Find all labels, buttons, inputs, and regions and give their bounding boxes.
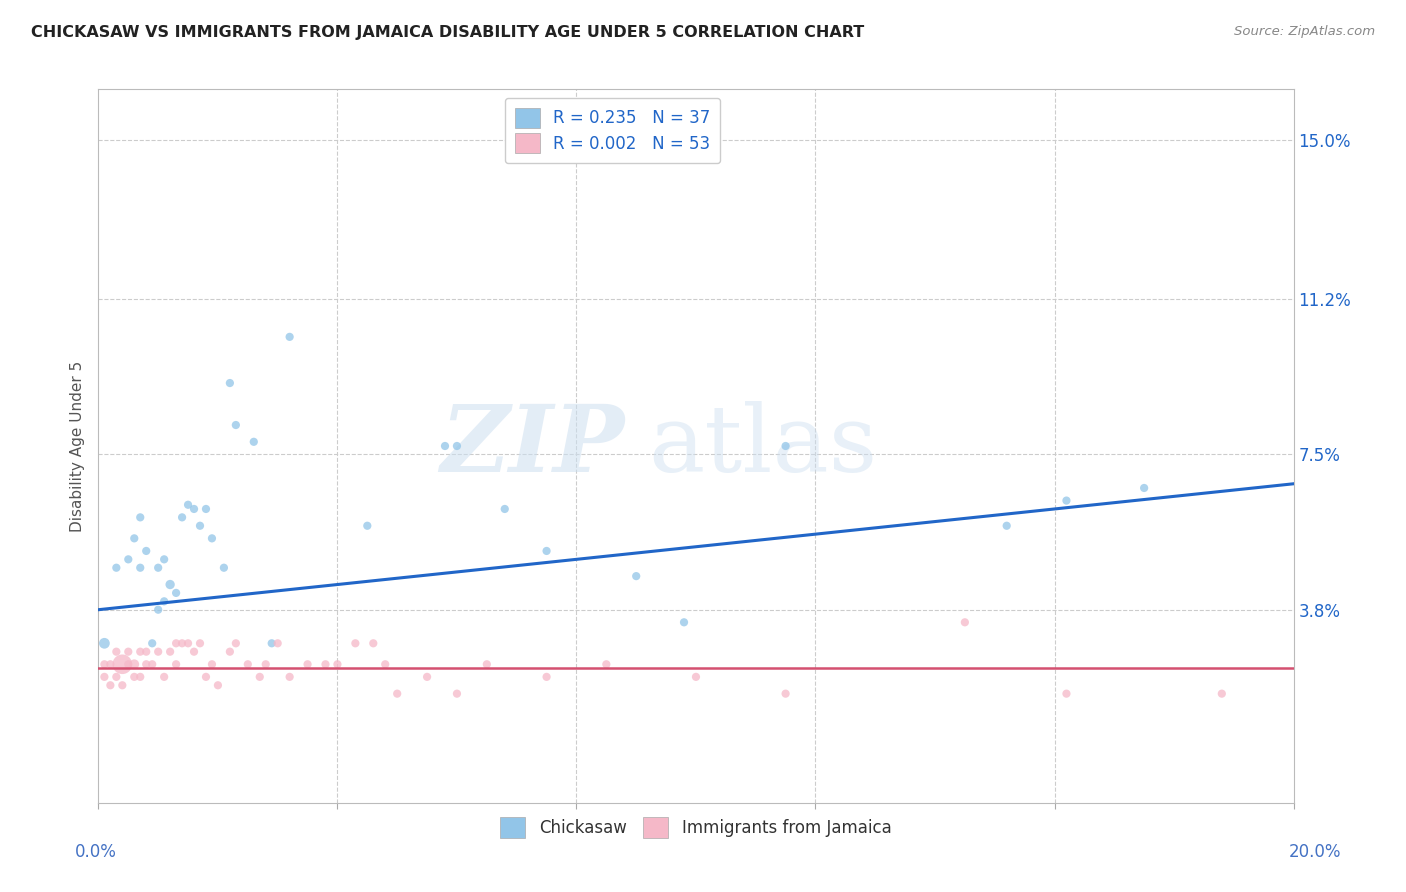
Text: 0.0%: 0.0%	[75, 843, 117, 861]
Text: CHICKASAW VS IMMIGRANTS FROM JAMAICA DISABILITY AGE UNDER 5 CORRELATION CHART: CHICKASAW VS IMMIGRANTS FROM JAMAICA DIS…	[31, 25, 865, 40]
Point	[124, 670, 146, 684]
Text: ZIP: ZIP	[440, 401, 624, 491]
Point	[135, 544, 157, 558]
Point	[446, 687, 468, 701]
Point	[177, 498, 200, 512]
Point	[159, 645, 181, 659]
Point	[135, 657, 157, 672]
Point	[188, 636, 211, 650]
Point	[111, 678, 134, 692]
Point	[153, 594, 176, 608]
Point	[201, 657, 224, 672]
Point	[98, 678, 122, 692]
Point	[165, 636, 187, 650]
Point	[434, 439, 457, 453]
Point	[129, 645, 152, 659]
Point	[207, 678, 229, 692]
Point	[111, 657, 134, 672]
Point	[93, 657, 115, 672]
Point	[267, 636, 290, 650]
Point	[129, 670, 152, 684]
Point	[225, 417, 247, 432]
Point	[297, 657, 319, 672]
Point	[1056, 687, 1078, 701]
Point	[260, 636, 283, 650]
Point	[243, 434, 266, 449]
Point	[1056, 493, 1078, 508]
Point	[165, 586, 187, 600]
Point	[236, 657, 259, 672]
Point	[278, 670, 301, 684]
Point	[124, 532, 146, 546]
Point	[685, 670, 707, 684]
Point	[219, 645, 242, 659]
Y-axis label: Disability Age Under 5: Disability Age Under 5	[69, 360, 84, 532]
Point	[1211, 687, 1233, 701]
Point	[117, 645, 139, 659]
Point	[93, 636, 115, 650]
Point	[148, 645, 170, 659]
Point	[188, 518, 211, 533]
Point	[953, 615, 976, 630]
Point	[153, 552, 176, 566]
Point	[494, 502, 516, 516]
Point	[249, 670, 271, 684]
Point	[344, 636, 367, 650]
Text: 20.0%: 20.0%	[1288, 843, 1341, 861]
Point	[1133, 481, 1156, 495]
Point	[536, 670, 558, 684]
Point	[129, 560, 152, 574]
Point	[446, 439, 468, 453]
Point	[995, 518, 1018, 533]
Point	[326, 657, 349, 672]
Point	[775, 687, 797, 701]
Point	[141, 657, 163, 672]
Point	[219, 376, 242, 390]
Point	[374, 657, 396, 672]
Point	[195, 502, 218, 516]
Point	[148, 603, 170, 617]
Point	[159, 577, 181, 591]
Point	[141, 636, 163, 650]
Point	[98, 657, 122, 672]
Text: atlas: atlas	[648, 401, 877, 491]
Point	[626, 569, 648, 583]
Point	[117, 657, 139, 672]
Point	[363, 636, 385, 650]
Point	[148, 560, 170, 574]
Point	[595, 657, 617, 672]
Point	[105, 645, 128, 659]
Point	[195, 670, 218, 684]
Legend: Chickasaw, Immigrants from Jamaica: Chickasaw, Immigrants from Jamaica	[494, 811, 898, 845]
Point	[201, 532, 224, 546]
Point	[536, 544, 558, 558]
Point	[105, 670, 128, 684]
Point	[416, 670, 439, 684]
Point	[212, 560, 235, 574]
Point	[129, 510, 152, 524]
Point	[775, 439, 797, 453]
Point	[673, 615, 696, 630]
Point	[254, 657, 277, 672]
Point	[475, 657, 498, 672]
Point	[153, 670, 176, 684]
Point	[385, 687, 409, 701]
Point	[124, 657, 146, 672]
Point	[278, 330, 301, 344]
Point	[356, 518, 378, 533]
Point	[93, 670, 115, 684]
Point	[183, 645, 205, 659]
Point	[172, 510, 194, 524]
Point	[165, 657, 187, 672]
Point	[135, 645, 157, 659]
Text: Source: ZipAtlas.com: Source: ZipAtlas.com	[1234, 25, 1375, 38]
Point	[225, 636, 247, 650]
Point	[177, 636, 200, 650]
Point	[117, 552, 139, 566]
Point	[105, 560, 128, 574]
Point	[183, 502, 205, 516]
Point	[172, 636, 194, 650]
Point	[315, 657, 337, 672]
